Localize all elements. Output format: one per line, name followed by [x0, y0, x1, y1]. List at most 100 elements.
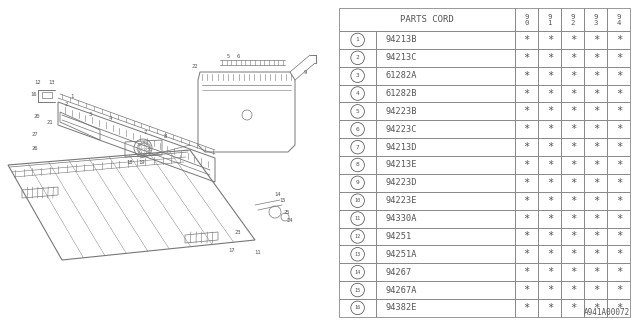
Text: *: *	[593, 213, 599, 224]
Text: 1: 1	[70, 94, 74, 100]
Text: *: *	[570, 124, 576, 134]
Text: *: *	[616, 267, 622, 277]
Text: *: *	[547, 178, 553, 188]
Text: 24: 24	[287, 218, 293, 222]
Text: 94251: 94251	[385, 232, 412, 241]
Text: *: *	[593, 107, 599, 116]
Text: *: *	[524, 53, 530, 63]
Text: *: *	[616, 213, 622, 224]
Bar	[607, 31, 630, 49]
Bar	[515, 210, 538, 228]
Text: *: *	[547, 71, 553, 81]
Bar	[515, 31, 538, 49]
Text: *: *	[593, 267, 599, 277]
Text: *: *	[524, 285, 530, 295]
Bar	[515, 245, 538, 263]
Text: 94382E: 94382E	[385, 303, 417, 312]
Text: *: *	[547, 142, 553, 152]
Bar	[584, 84, 607, 102]
Bar	[515, 281, 538, 299]
Bar	[607, 102, 630, 120]
Bar	[538, 210, 561, 228]
Text: 94223C: 94223C	[385, 125, 417, 134]
Bar	[339, 174, 376, 192]
Bar	[376, 120, 515, 138]
Text: *: *	[547, 160, 553, 170]
Text: 9
0: 9 0	[525, 13, 529, 26]
Text: 9
3: 9 3	[594, 13, 598, 26]
Bar	[607, 210, 630, 228]
Text: 9: 9	[303, 69, 307, 75]
Bar	[515, 263, 538, 281]
Bar	[339, 31, 376, 49]
Text: 61282B: 61282B	[385, 89, 417, 98]
Text: *: *	[616, 196, 622, 206]
Text: *: *	[593, 35, 599, 45]
Text: *: *	[616, 285, 622, 295]
Text: 17: 17	[228, 247, 236, 252]
Bar	[339, 102, 376, 120]
Text: 22: 22	[192, 63, 198, 68]
Bar	[376, 281, 515, 299]
Text: *: *	[570, 196, 576, 206]
Text: *: *	[570, 303, 576, 313]
Bar	[561, 67, 584, 84]
Text: A941A00072: A941A00072	[584, 308, 630, 317]
Bar	[584, 156, 607, 174]
Text: 61282A: 61282A	[385, 71, 417, 80]
Text: 20: 20	[34, 115, 40, 119]
Bar	[538, 67, 561, 84]
Bar	[607, 245, 630, 263]
Bar	[538, 299, 561, 317]
Bar	[561, 138, 584, 156]
Bar	[339, 228, 376, 245]
Text: 16: 16	[355, 305, 361, 310]
Bar	[515, 120, 538, 138]
Bar	[538, 49, 561, 67]
Bar	[339, 281, 376, 299]
Bar	[515, 49, 538, 67]
Bar	[561, 156, 584, 174]
Bar	[561, 102, 584, 120]
Text: *: *	[547, 285, 553, 295]
Bar	[515, 156, 538, 174]
Text: *: *	[524, 249, 530, 259]
Bar	[584, 245, 607, 263]
Text: *: *	[593, 231, 599, 241]
Text: 9
1: 9 1	[548, 13, 552, 26]
Bar	[538, 102, 561, 120]
Bar	[339, 210, 376, 228]
Text: *: *	[547, 35, 553, 45]
Text: *: *	[593, 249, 599, 259]
Bar	[607, 281, 630, 299]
Text: 9
4: 9 4	[617, 13, 621, 26]
Bar	[607, 138, 630, 156]
Bar	[538, 228, 561, 245]
Text: 94251A: 94251A	[385, 250, 417, 259]
Bar	[584, 8, 607, 31]
Bar	[538, 245, 561, 263]
Text: 11: 11	[255, 250, 261, 254]
Text: 16: 16	[31, 92, 37, 97]
Text: *: *	[616, 89, 622, 99]
Bar	[376, 67, 515, 84]
Bar	[376, 228, 515, 245]
Text: 7: 7	[143, 130, 147, 134]
Text: 26: 26	[32, 146, 38, 150]
Bar	[538, 281, 561, 299]
Bar	[561, 8, 584, 31]
Text: *: *	[547, 124, 553, 134]
Text: 15: 15	[355, 287, 361, 292]
Bar	[584, 210, 607, 228]
Bar	[561, 84, 584, 102]
Text: *: *	[547, 89, 553, 99]
Text: 9
2: 9 2	[571, 13, 575, 26]
Text: *: *	[524, 124, 530, 134]
Text: 94223B: 94223B	[385, 107, 417, 116]
Bar	[515, 192, 538, 210]
Text: *: *	[593, 178, 599, 188]
Bar	[339, 67, 376, 84]
Text: *: *	[616, 71, 622, 81]
Bar	[339, 299, 376, 317]
Text: *: *	[547, 196, 553, 206]
